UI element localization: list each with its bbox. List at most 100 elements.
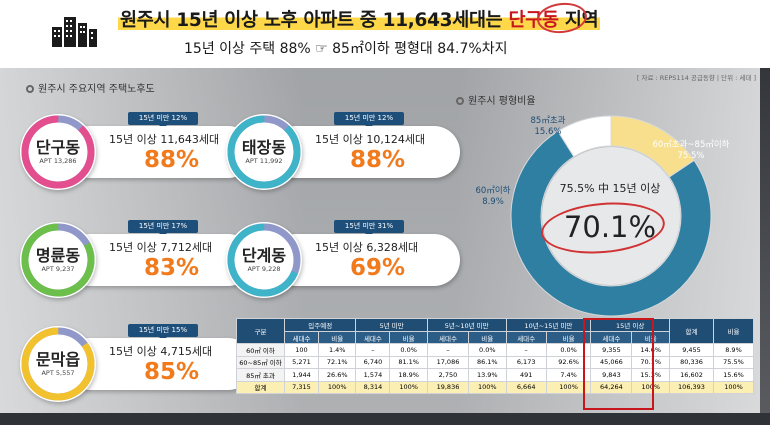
- table-cell: 17,086: [426, 355, 470, 369]
- district-apt-count: APT 11,992: [245, 157, 283, 165]
- district-old-count: 15년 이상 11,643세대: [109, 133, 220, 146]
- district-apt-count: APT 13,286: [39, 157, 77, 165]
- district-apt-count: APT 5,557: [41, 369, 75, 377]
- table-cell: 0.0%: [468, 343, 507, 357]
- header: 원주시 15년 이상 노후 아파트 중 11,643세대는 단구동 지역 15년…: [0, 0, 770, 68]
- bullet-icon: [456, 97, 464, 105]
- table-subheader-cell: 세대수: [590, 331, 633, 344]
- table-cell: 81.1%: [389, 355, 428, 369]
- district-ring-arc: [21, 115, 95, 189]
- table-cell: 100%: [545, 380, 592, 394]
- table-cell: 64,264: [590, 380, 633, 394]
- table-cell: 18.9%: [389, 368, 428, 382]
- table-cell: 6,664: [505, 380, 547, 394]
- district-name: 문막읍: [35, 350, 81, 369]
- table-row-label: 60㎡ 이하: [236, 343, 285, 357]
- table-subheader-cell: 비율: [631, 331, 670, 344]
- district-ring: 단계동 APT 9,228: [226, 222, 302, 298]
- table-cell: 1.4%: [317, 343, 357, 357]
- table-cell: 72.1%: [317, 355, 357, 369]
- table-header-cell: 합계: [669, 318, 714, 344]
- table-cell: 100%: [389, 380, 428, 394]
- table-cell: 26.6%: [317, 368, 357, 382]
- donut-label-60-under: 60㎡이하 8.9%: [475, 186, 511, 207]
- table-cell: 8.9%: [713, 343, 754, 357]
- table-header-cell: 10년~15년 미만: [505, 318, 592, 332]
- donut-label-60-85: 60㎡초과~85㎡이하 75.5%: [652, 140, 730, 161]
- table-subheader-cell: 비율: [389, 331, 428, 344]
- district-ring: 문막읍 APT 5,557: [20, 326, 96, 402]
- table-cell: 80,336: [669, 355, 714, 369]
- district-old-count: 15년 이상 6,328세대: [315, 241, 419, 254]
- district-old-percent: 88%: [350, 147, 406, 173]
- table-cell: 9,455: [669, 343, 714, 357]
- table-cell: 8,314: [355, 380, 391, 394]
- table-header-cell: 5년 미만: [355, 318, 428, 332]
- district-old-count: 15년 이상 7,712세대: [109, 241, 213, 254]
- donut-center-value: 70.1%: [563, 210, 657, 244]
- table-cell: –: [355, 343, 391, 357]
- page-title: 원주시 15년 이상 노후 아파트 중 11,643세대는 단구동 지역: [118, 10, 601, 31]
- size-ratio-donut: [510, 115, 712, 317]
- district-old-percent: 88%: [144, 147, 200, 173]
- district-old-percent: 85%: [144, 359, 200, 385]
- district-tag: 15년 미만 31%: [334, 220, 404, 237]
- table-cell: 100%: [468, 380, 507, 394]
- district-tag: 15년 미만 12%: [128, 112, 198, 129]
- table-subheader-cell: 세대수: [426, 331, 470, 344]
- table-subheader-cell: 세대수: [355, 331, 391, 344]
- donut-center-caption: 75.5% 中 15년 이상: [559, 182, 661, 195]
- table-cell: 100%: [317, 380, 357, 394]
- district-name: 단구동: [35, 138, 81, 157]
- table-cell: 86.1%: [468, 355, 507, 369]
- district-ring-arc: [21, 327, 95, 401]
- table-cell: 5,271: [284, 355, 319, 369]
- table-header-cell: 비율: [713, 318, 754, 344]
- district-ring-arc: [227, 115, 301, 189]
- table-cell: 6,740: [355, 355, 391, 369]
- district-ring: 단구동 APT 13,286: [20, 114, 96, 190]
- district-tag: 15년 미만 15%: [128, 324, 198, 341]
- table-cell: 100: [284, 343, 319, 357]
- page-subtitle: 15년 이상 주택 88% ☞ 85㎡이하 평형대 84.7%차지: [184, 41, 508, 57]
- table-subheader-cell: 세대수: [284, 331, 319, 344]
- table-cell: 13.9%: [468, 368, 507, 382]
- table-header-cell: 5년~10년 미만: [426, 318, 507, 332]
- section-title-right: 원주시 평형비율: [456, 92, 536, 107]
- table-cell: 0.0%: [389, 343, 428, 357]
- source-note: [ 자료 : REPS114 공급동향 | 단위 : 세대 ]: [636, 74, 756, 82]
- table-row: 합계 7,315 100% 8,314 100% 19,836 100% 6,664 100% 6…: [236, 380, 754, 394]
- household-table: 구분 입주예정 5년 미만 5년~10년 미만 10년~15년 미만 15년 이상 합계 비율…: [236, 318, 754, 394]
- district-old-count: 15년 이상 10,124세대: [315, 133, 426, 146]
- section-title-left: 원주시 주요지역 주택노후도: [26, 80, 155, 95]
- table-cell: 491: [505, 368, 547, 382]
- table-row-label: 60~85㎡ 이하: [236, 355, 285, 369]
- district-old-percent: 69%: [350, 255, 406, 281]
- table-subheader-cell: 비율: [545, 331, 592, 344]
- district-ring: 명륜동 APT 9,237: [20, 222, 96, 298]
- table-cell: 7,315: [284, 380, 319, 394]
- table-row-label: 85㎡ 초과: [236, 368, 285, 382]
- table-subheader-cell: 비율: [468, 331, 507, 344]
- district-old-count: 15년 이상 4,715세대: [109, 345, 213, 358]
- table-header-cell: 입주예정: [283, 318, 357, 332]
- table-cell: –: [426, 343, 470, 357]
- table-cell: 2,750: [426, 368, 470, 382]
- district-apt-count: APT 9,228: [247, 265, 281, 273]
- district-tag: 15년 미만 12%: [334, 112, 404, 129]
- district-ring-arc: [21, 223, 95, 297]
- table-cell: 19,836: [426, 380, 470, 394]
- highlight-box-15-years: [583, 318, 654, 410]
- table-cell: 1,574: [355, 368, 391, 382]
- bottom-strip: [0, 413, 770, 425]
- donut-slice-85-over: [610, 115, 695, 178]
- table-cell: 106,393: [669, 380, 714, 394]
- donut-slice-60-85: [510, 130, 712, 317]
- table-cell: 1,944: [284, 368, 319, 382]
- table-row: 60㎡ 이하 100 1.4% –0.0% –0.0% –0.0% 9,355 14.6% 9,…: [236, 343, 754, 357]
- district-ring: 태장동 APT 11,992: [226, 114, 302, 190]
- donut-label-85-over: 85㎡초과 15.6%: [530, 116, 566, 137]
- table-subheader-cell: 비율: [317, 331, 357, 344]
- table-subheader-cell: 세대수: [505, 331, 547, 344]
- district-name: 명륜동: [35, 246, 81, 265]
